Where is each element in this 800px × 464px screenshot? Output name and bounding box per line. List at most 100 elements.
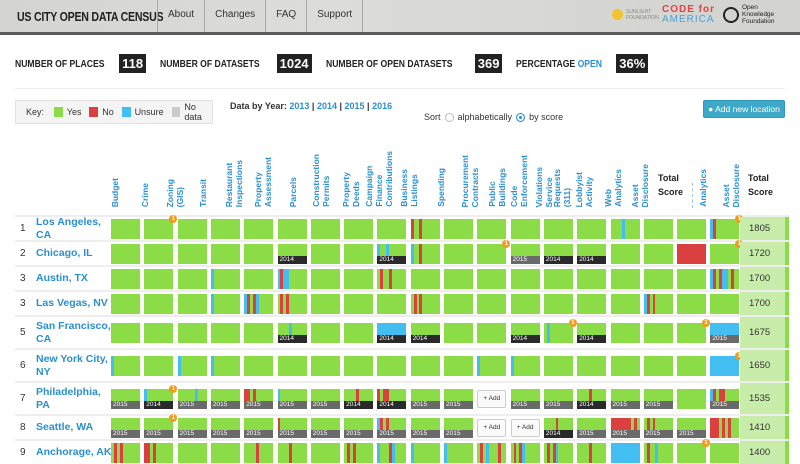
dataset-cell[interactable]: 2015	[510, 243, 540, 264]
comment-badge[interactable]: 1	[502, 239, 511, 248]
dataset-cell[interactable]	[610, 442, 640, 463]
dataset-cell[interactable]: 2015	[177, 417, 207, 438]
dataset-cell[interactable]	[344, 268, 374, 289]
dataset-cell[interactable]	[377, 442, 407, 463]
dataset-cell[interactable]: 2015	[643, 388, 673, 409]
nav-about[interactable]: About	[157, 0, 204, 32]
dataset-cell[interactable]	[310, 268, 340, 289]
dataset-cell[interactable]	[244, 243, 274, 264]
dataset-cell[interactable]	[410, 442, 440, 463]
dataset-cell[interactable]: 2015	[444, 388, 473, 409]
column-header[interactable]: Zoning (GIS)	[165, 178, 185, 207]
dataset-cell[interactable]: 2015	[310, 388, 340, 409]
dataset-cell[interactable]: 1	[710, 351, 744, 376]
dataset-cell[interactable]	[310, 218, 340, 239]
code-for-america-logo[interactable]: CODE for AMERICA	[662, 3, 715, 25]
dataset-cell[interactable]	[111, 268, 140, 289]
dataset-cell[interactable]: 2015	[610, 417, 640, 438]
dataset-cell[interactable]: 2015	[543, 388, 573, 409]
dataset-cell[interactable]	[477, 442, 507, 463]
dataset-cell[interactable]	[577, 268, 607, 289]
dataset-cell[interactable]	[210, 218, 240, 239]
dataset-cell[interactable]: 2015	[410, 417, 440, 438]
dataset-cell[interactable]	[144, 293, 174, 314]
dataset-cell[interactable]: 2015	[710, 322, 740, 343]
place-link[interactable]: New York City, NY	[36, 352, 108, 378]
column-header[interactable]: Public Buildings	[487, 168, 507, 207]
place-link[interactable]: Las Vegas, NV	[36, 297, 108, 309]
add-dataset-button[interactable]: + Add	[477, 389, 507, 408]
dataset-cell[interactable]	[210, 268, 240, 289]
column-header[interactable]: Campaign Finance Contributions	[364, 151, 394, 207]
dataset-cell[interactable]: 2015	[310, 417, 340, 438]
dataset-cell[interactable]: 2015	[710, 388, 740, 409]
dataset-cell[interactable]	[177, 268, 207, 289]
dataset-cell[interactable]	[677, 218, 707, 239]
dataset-cell[interactable]: 2015	[677, 417, 707, 438]
dataset-cell[interactable]	[577, 355, 607, 376]
dataset-cell[interactable]: 2015	[643, 417, 673, 438]
dataset-cell[interactable]	[444, 268, 473, 289]
dataset-cell[interactable]	[410, 218, 440, 239]
column-header[interactable]: Asset Disclosure	[721, 163, 741, 207]
column-header[interactable]: Business Listings	[399, 169, 419, 207]
dataset-cell[interactable]: 2015	[444, 417, 473, 438]
dataset-cell[interactable]	[543, 442, 573, 463]
dataset-cell[interactable]	[144, 322, 174, 343]
place-link[interactable]: Chicago, IL	[36, 247, 93, 259]
column-header[interactable]: Spending	[436, 168, 446, 207]
dataset-cell[interactable]	[543, 268, 573, 289]
dataset-cell[interactable]: 2015	[510, 388, 540, 409]
dataset-cell[interactable]	[677, 293, 707, 314]
dataset-cell[interactable]	[643, 442, 673, 463]
dataset-cell[interactable]	[444, 243, 473, 264]
dataset-cell[interactable]	[277, 442, 307, 463]
column-header[interactable]: Web Analytics	[603, 169, 623, 207]
nav-changes[interactable]: Changes	[204, 0, 265, 32]
dataset-cell[interactable]: 2015	[277, 417, 307, 438]
dataset-cell[interactable]	[344, 322, 374, 343]
dataset-cell[interactable]	[510, 293, 540, 314]
dataset-cell[interactable]	[377, 355, 407, 376]
comment-badge[interactable]: 1	[735, 214, 744, 223]
dataset-cell[interactable]	[144, 268, 174, 289]
comment-badge[interactable]: 1	[735, 239, 744, 248]
column-header[interactable]: Restaurant Inspections	[224, 159, 244, 207]
dataset-cell[interactable]	[477, 268, 507, 289]
dataset-cell[interactable]	[677, 388, 707, 409]
column-header[interactable]: Construction Permits	[311, 154, 331, 207]
column-header[interactable]: Lobbyist Activity	[574, 171, 594, 207]
dataset-cell[interactable]	[710, 442, 740, 463]
comment-badge[interactable]: 1	[169, 413, 178, 422]
dataset-cell[interactable]	[410, 293, 440, 314]
dataset-cell[interactable]	[377, 268, 407, 289]
dataset-cell[interactable]: 2014	[377, 388, 407, 409]
place-link[interactable]: Seattle, WA	[36, 421, 94, 433]
dataset-cell[interactable]	[344, 355, 374, 376]
dataset-cell[interactable]	[610, 293, 640, 314]
column-header[interactable]: Requests (311)	[552, 168, 572, 207]
dataset-cell[interactable]	[477, 218, 507, 239]
dataset-cell[interactable]	[643, 268, 673, 289]
dataset-cell[interactable]	[244, 218, 274, 239]
dataset-cell[interactable]	[111, 218, 140, 239]
dataset-cell[interactable]	[677, 243, 707, 264]
column-header[interactable]: Analytics	[698, 169, 708, 207]
dataset-cell[interactable]	[177, 355, 207, 376]
dataset-cell[interactable]: 1	[477, 239, 511, 264]
dataset-cell[interactable]: 1	[677, 318, 711, 343]
dataset-cell[interactable]	[677, 268, 707, 289]
dataset-cell[interactable]	[210, 243, 240, 264]
dataset-cell[interactable]	[277, 293, 307, 314]
dataset-cell[interactable]	[277, 268, 307, 289]
dataset-cell[interactable]	[111, 322, 140, 343]
column-header[interactable]: Budget	[110, 177, 120, 207]
comment-badge[interactable]: 1	[169, 384, 178, 393]
comment-badge[interactable]: 1	[568, 318, 577, 327]
dataset-cell[interactable]: 2014	[377, 243, 407, 264]
dataset-cell[interactable]: 2015	[610, 388, 640, 409]
dataset-cell[interactable]	[277, 218, 307, 239]
dataset-cell[interactable]	[344, 243, 374, 264]
dataset-cell[interactable]	[477, 322, 507, 343]
dataset-cell[interactable]: 2015	[111, 388, 140, 409]
